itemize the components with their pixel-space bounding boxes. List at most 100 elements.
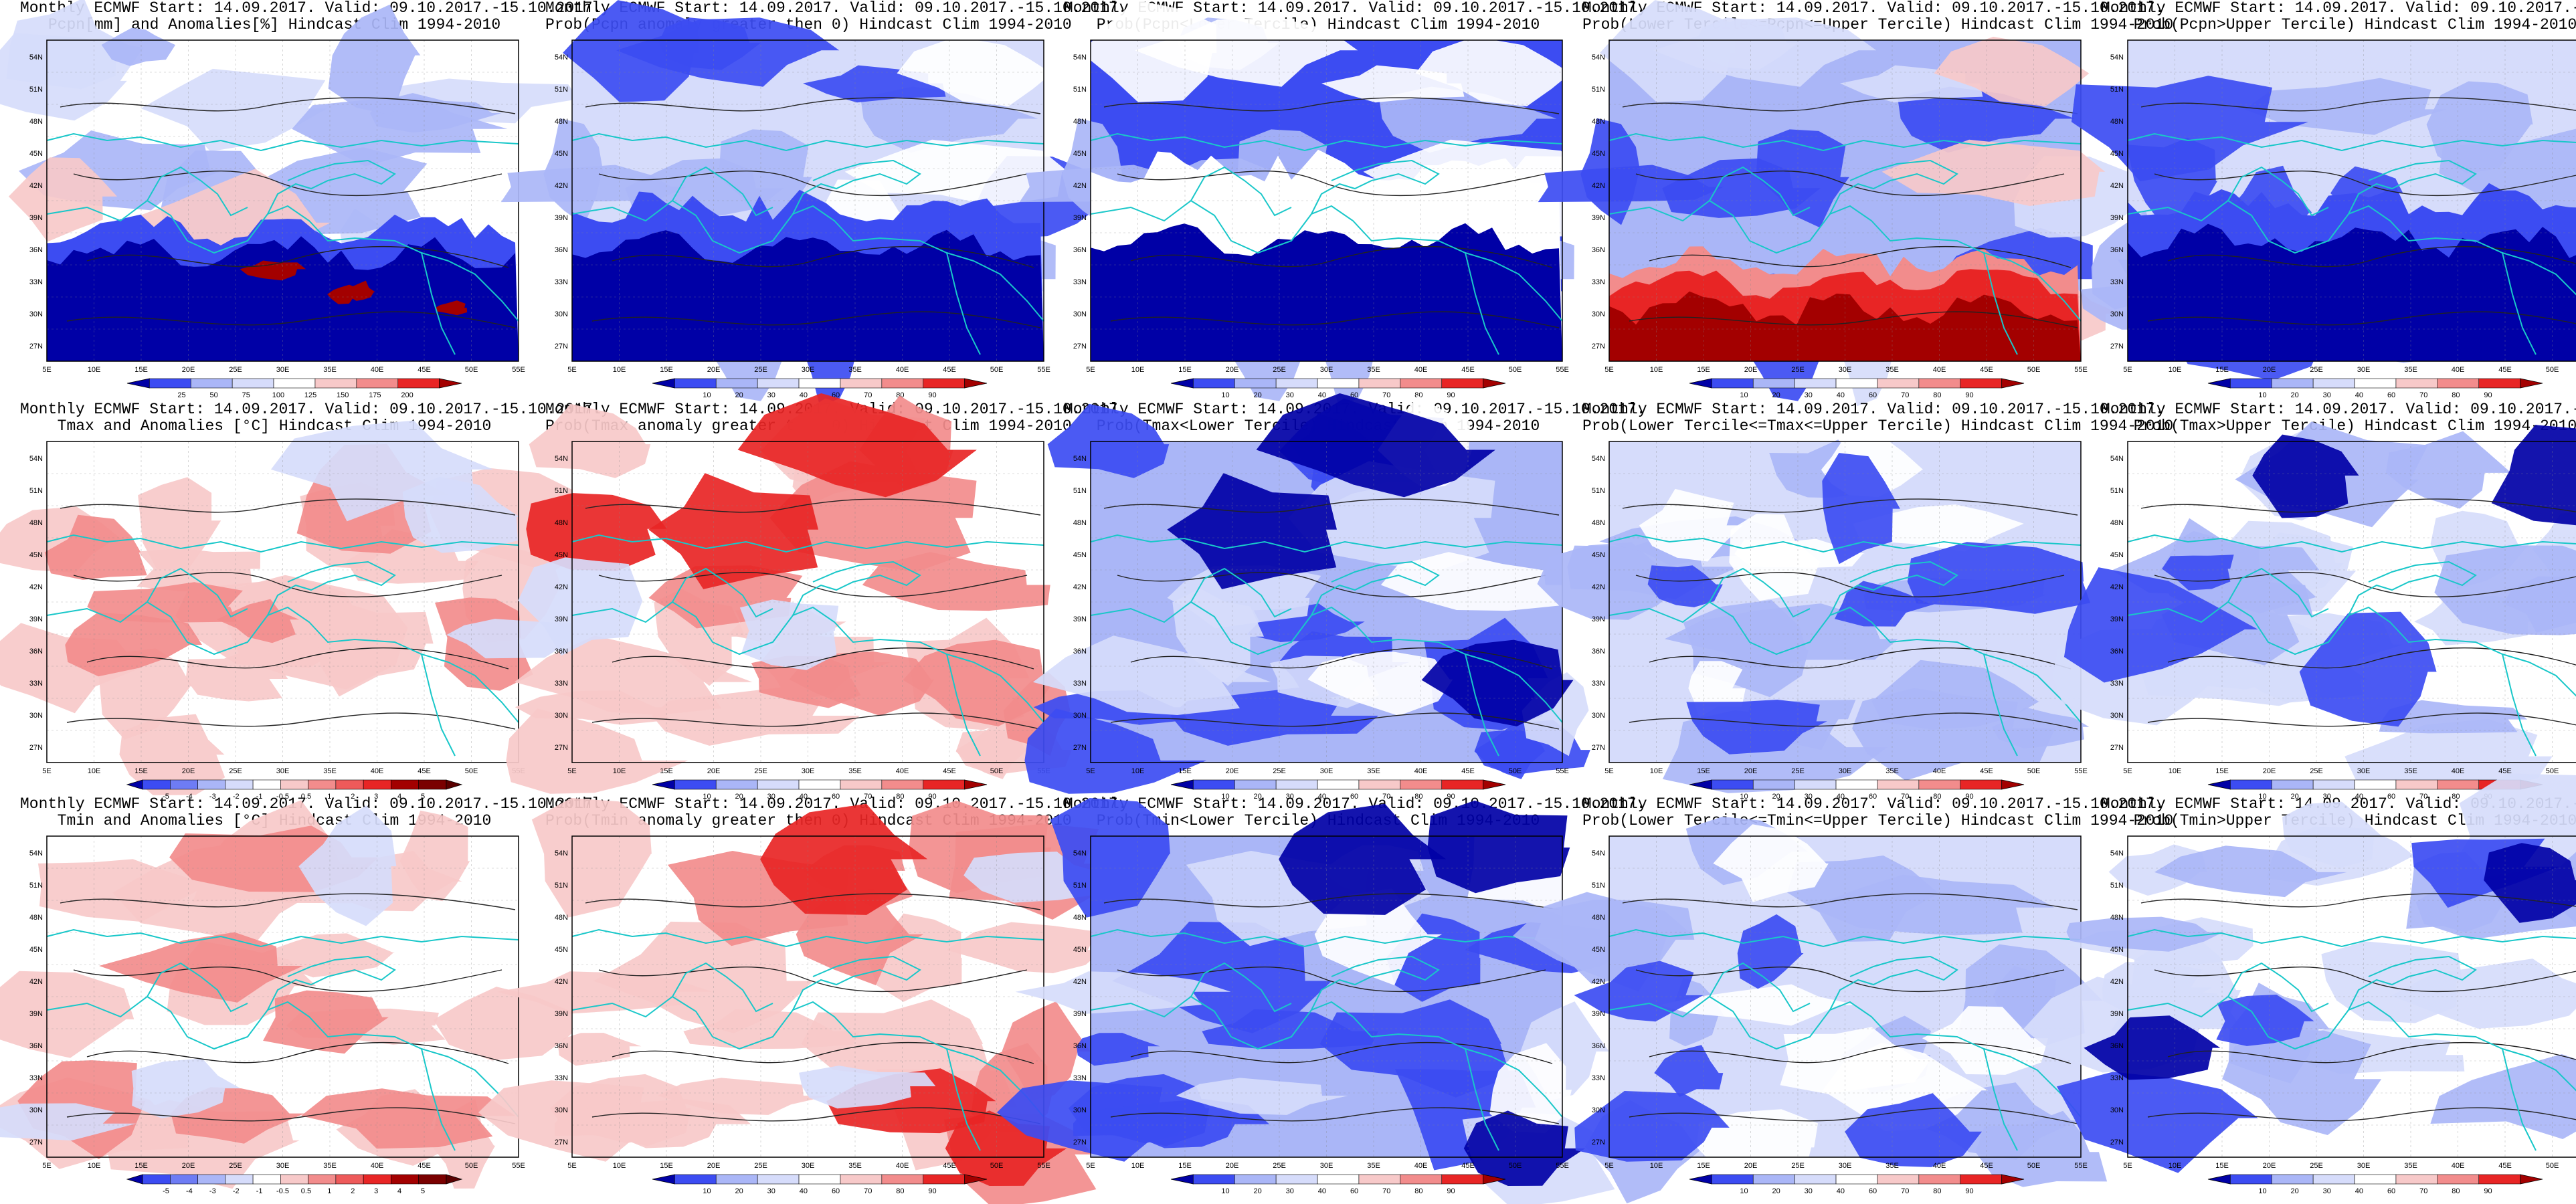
colorbar: 25 50 75 100 125 150 175 200 <box>126 378 462 399</box>
lat-label: 45N <box>29 946 43 954</box>
lat-label: 42N <box>1592 182 1605 190</box>
colorbar-tick-label: 40 <box>1318 1187 1326 1195</box>
lon-label: 40E <box>371 366 384 374</box>
lon-label: 25E <box>1791 767 1805 775</box>
colorbar-tick-label: 10 <box>703 391 711 399</box>
lon-label: 45E <box>943 366 956 374</box>
lon-label: 55E <box>1556 767 1569 775</box>
colorbar-tick-label: 50 <box>210 391 218 399</box>
lat-label: 39N <box>2110 1010 2124 1018</box>
map-panel-tmax-3: Monthly ECMWF Start: 14.09.2017. Valid: … <box>1024 393 1646 803</box>
lat-label: 33N <box>2110 278 2124 286</box>
lat-label: 39N <box>1073 214 1087 222</box>
colorbar-tick-label: 30 <box>767 793 775 801</box>
lon-label: 55E <box>512 366 525 374</box>
map-panel-precip-3: Monthly ECMWF Start: 14.09.2017. Valid: … <box>1019 0 1646 407</box>
lon-label: 5E <box>567 366 576 374</box>
colorbar-tick-label: 80 <box>1933 793 1941 801</box>
lon-label: 50E <box>990 767 1004 775</box>
lon-label: 45E <box>1980 366 1993 374</box>
lat-label: 51N <box>1592 86 1605 94</box>
lat-label: 39N <box>1592 615 1605 623</box>
lon-label: 35E <box>2404 767 2417 775</box>
colorbar-tick-label: 90 <box>2484 391 2492 399</box>
lon-label: 10E <box>88 1162 101 1170</box>
lat-label: 30N <box>29 1106 43 1114</box>
lon-label: 35E <box>323 1162 337 1170</box>
lat-label: 51N <box>1592 487 1605 495</box>
colorbar-tick-label: 80 <box>1414 1187 1422 1195</box>
lon-label: 20E <box>182 767 195 775</box>
lon-label: 10E <box>613 1162 626 1170</box>
lat-label: 33N <box>555 278 568 286</box>
lon-label: 35E <box>1367 1162 1380 1170</box>
lat-label: 45N <box>555 150 568 158</box>
colorbar-tick-label: 40 <box>1837 391 1845 399</box>
lon-label: 20E <box>707 767 721 775</box>
lon-label: 50E <box>2027 767 2041 775</box>
lon-label: 5E <box>567 1162 576 1170</box>
lon-label: 35E <box>1885 767 1899 775</box>
lon-label: 35E <box>1885 366 1899 374</box>
lon-label: 20E <box>1744 767 1758 775</box>
lon-label: 25E <box>229 767 242 775</box>
lon-label: 25E <box>1791 366 1805 374</box>
lat-label: 54N <box>29 849 43 858</box>
lon-label: 50E <box>1509 1162 1522 1170</box>
lon-label: 25E <box>2310 1162 2323 1170</box>
lat-label: 27N <box>29 744 43 752</box>
lon-label: 45E <box>1461 366 1475 374</box>
lon-label: 20E <box>1744 1162 1758 1170</box>
colorbar-tick-label: 20 <box>2291 1187 2299 1195</box>
colorbar-tick-label: 80 <box>2452 1187 2460 1195</box>
lon-label: 55E <box>1556 1162 1569 1170</box>
lat-label: 51N <box>1073 487 1087 495</box>
lat-label: 48N <box>1592 519 1605 527</box>
colorbar-tick-label: 3 <box>374 1187 378 1195</box>
lat-label: 27N <box>555 744 568 752</box>
forecast-map: 54N 51N 48N 45N 42N 39N 36N 33N 30N 27N 5E 10E 15E 20… <box>1019 0 1625 407</box>
colorbar-tick-label: 90 <box>1447 1187 1455 1195</box>
lon-label: 10E <box>2169 767 2182 775</box>
map-panel-precip-2: Monthly ECMWF Start: 14.09.2017. Valid: … <box>500 0 1127 407</box>
lon-label: 15E <box>660 767 673 775</box>
lon-label: 25E <box>2310 366 2323 374</box>
lat-label: 51N <box>1073 882 1087 890</box>
map-panel-tmin-1: Monthly ECMWF Start: 14.09.2017. Valid: … <box>0 796 602 1197</box>
colorbar-tick-label: 10 <box>2258 793 2266 801</box>
lon-label: 15E <box>1178 767 1192 775</box>
lat-label: 36N <box>2110 1042 2124 1050</box>
lat-label: 30N <box>2110 712 2124 720</box>
map-panel-precip-1: Monthly ECMWF Start: 14.09.2017. Valid: … <box>0 0 602 401</box>
lon-label: 55E <box>2074 1162 2088 1170</box>
colorbar: 10 20 30 40 60 70 80 90 <box>652 779 988 801</box>
lat-label: 51N <box>29 487 43 495</box>
colorbar-tick-label: 80 <box>1933 391 1941 399</box>
lat-label: 45N <box>1073 150 1087 158</box>
lon-label: 45E <box>418 767 431 775</box>
colorbar-tick-label: 175 <box>369 391 381 399</box>
colorbar-tick-label: 20 <box>1772 1187 1780 1195</box>
lat-label: 27N <box>1592 342 1605 350</box>
lat-label: 48N <box>1073 118 1087 126</box>
lat-label: 51N <box>555 487 568 495</box>
lon-label: 40E <box>2452 1162 2465 1170</box>
lat-label: 45N <box>1073 946 1087 954</box>
map-panel-tmin-5: Monthly ECMWF Start: 14.09.2017. Valid: … <box>2023 773 2576 1197</box>
colorbar-tick-label: 90 <box>928 1187 936 1195</box>
lon-label: 35E <box>1367 366 1380 374</box>
colorbar: -5 -4 -3 -2 -1 -0.5 0.5 1 2 3 4 5 <box>126 1174 463 1195</box>
lon-label: 40E <box>896 366 909 374</box>
colorbar-tick-label: 125 <box>304 391 316 399</box>
colorbar-tick-label: 70 <box>1901 793 1909 801</box>
map-panel-tmax-5: Monthly ECMWF Start: 14.09.2017. Valid: … <box>2052 401 2576 803</box>
lon-label: 40E <box>371 1162 384 1170</box>
lon-label: 55E <box>512 1162 525 1170</box>
lat-label: 36N <box>2110 647 2124 656</box>
lat-label: 36N <box>1592 1042 1605 1050</box>
forecast-map: 54N 51N 48N 45N 42N 39N 36N 33N 30N 27N 5E 10E 15E 20… <box>1513 817 2108 1204</box>
lon-label: 30E <box>276 767 290 775</box>
lon-label: 30E <box>1839 1162 1852 1170</box>
lat-label: 45N <box>2110 946 2124 954</box>
lon-label: 15E <box>134 1162 148 1170</box>
